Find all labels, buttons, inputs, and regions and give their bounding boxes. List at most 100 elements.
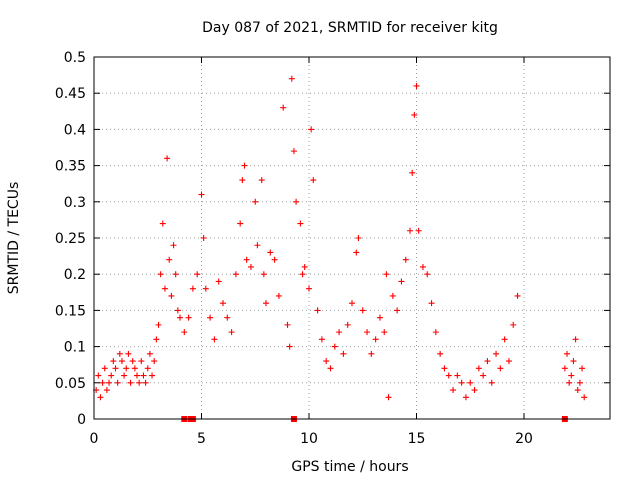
data-point <box>284 321 291 328</box>
y-tick-label: 0.05 <box>55 376 86 392</box>
data-point <box>239 177 246 184</box>
data-point <box>118 358 125 365</box>
data-points <box>93 75 588 422</box>
data-point <box>149 372 156 379</box>
data-point <box>314 307 321 314</box>
data-point <box>297 220 304 227</box>
data-point <box>579 365 586 372</box>
data-point <box>142 379 149 386</box>
data-point <box>127 379 134 386</box>
axis-ticks <box>93 56 610 420</box>
data-point <box>493 350 500 357</box>
data-point <box>200 235 207 241</box>
data-point <box>445 372 452 379</box>
data-point <box>471 387 478 394</box>
data-point <box>570 358 577 365</box>
data-point <box>95 372 102 379</box>
data-point <box>161 285 168 292</box>
y-tick-label: 0 <box>77 412 86 428</box>
data-point <box>224 314 231 321</box>
data-point <box>153 336 160 343</box>
data-point <box>497 365 504 372</box>
data-point <box>310 177 317 184</box>
x-tick-label: 5 <box>197 431 206 447</box>
data-point <box>101 365 108 372</box>
data-point <box>331 343 338 350</box>
data-point <box>501 336 508 343</box>
data-point <box>108 372 115 379</box>
data-point <box>359 307 366 314</box>
data-point <box>170 242 177 249</box>
data-point <box>306 285 312 292</box>
data-point <box>254 242 261 249</box>
data-point <box>409 169 416 176</box>
data-point <box>488 379 495 386</box>
data-point <box>381 329 388 336</box>
y-tick-label: 0.3 <box>64 195 86 211</box>
data-point <box>467 379 474 386</box>
x-tick-label: 10 <box>300 431 318 447</box>
y-tick-label: 0.45 <box>55 86 86 102</box>
data-point <box>157 271 164 278</box>
data-point <box>241 162 248 169</box>
data-point <box>428 300 435 307</box>
data-point <box>220 300 226 307</box>
data-point <box>484 358 491 365</box>
data-point <box>181 329 188 336</box>
data-point <box>140 372 147 379</box>
data-point <box>376 314 383 321</box>
data-point <box>228 329 235 336</box>
data-point <box>211 336 218 343</box>
data-point <box>353 249 360 256</box>
data-point <box>301 263 308 270</box>
data-point <box>385 394 392 401</box>
data-point <box>572 336 579 343</box>
data-point <box>432 329 439 336</box>
x-axis-title: GPS time / hours <box>291 459 408 475</box>
data-point <box>103 387 110 394</box>
data-point <box>288 75 295 82</box>
data-point <box>194 271 201 278</box>
data-point <box>185 314 192 321</box>
data-point <box>318 336 325 343</box>
data-point <box>280 104 287 111</box>
data-point <box>155 321 162 328</box>
data-point <box>207 314 214 321</box>
data-point <box>252 198 259 205</box>
data-point <box>125 350 132 357</box>
y-tick-label: 0.2 <box>64 267 86 283</box>
data-point <box>415 227 422 234</box>
data-point <box>293 198 300 205</box>
data-point <box>215 278 222 285</box>
x-tick-label: 0 <box>90 431 99 447</box>
x-tick-label: 15 <box>408 431 426 447</box>
chart-title: Day 087 of 2021, SRMTID for receiver kit… <box>202 20 498 36</box>
data-point <box>263 300 269 307</box>
data-point <box>136 379 143 386</box>
data-point <box>138 358 145 365</box>
data-point <box>164 155 171 162</box>
data-point <box>237 220 244 227</box>
data-point <box>413 82 420 89</box>
data-point <box>97 394 104 401</box>
data-point <box>116 350 123 357</box>
x-tick-label: 20 <box>515 431 533 447</box>
data-point <box>299 271 306 278</box>
data-point <box>168 292 175 299</box>
data-point <box>355 235 362 241</box>
y-tick-label: 0.5 <box>64 50 86 66</box>
data-point <box>159 220 166 227</box>
data-point <box>243 256 250 263</box>
data-point <box>581 394 588 401</box>
data-point <box>271 256 278 263</box>
data-point <box>146 350 153 357</box>
data-point <box>505 358 512 365</box>
data-point <box>462 394 469 401</box>
data-point <box>114 379 121 386</box>
data-point <box>110 358 117 365</box>
data-point <box>267 249 274 256</box>
data-point <box>383 271 390 278</box>
y-tick-label: 0.4 <box>64 122 86 138</box>
data-point <box>510 321 517 328</box>
